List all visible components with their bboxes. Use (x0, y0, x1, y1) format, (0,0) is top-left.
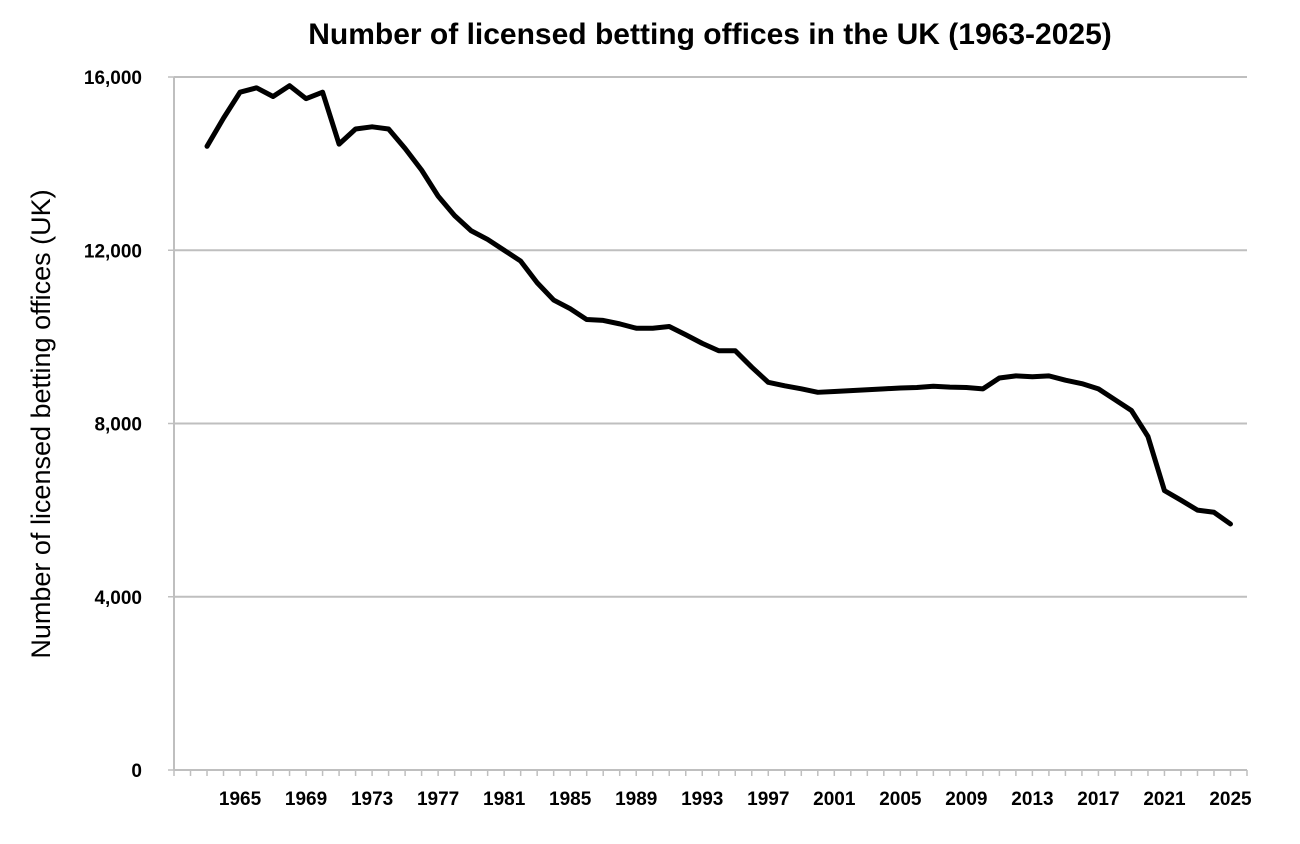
y-tick-label: 8,000 (94, 415, 142, 436)
x-tick-label: 1981 (483, 789, 526, 810)
series (204, 83, 1233, 527)
x-tick-label: 1969 (285, 789, 327, 810)
y-tick-labels: 0 4,000 8,000 12,000 16,000 (84, 68, 142, 782)
x-tick-label: 1997 (747, 789, 789, 810)
x-tick-label: 1965 (219, 789, 262, 810)
chart-title: Number of licensed betting offices in th… (308, 18, 1112, 51)
x-tick-label: 2005 (879, 789, 922, 810)
y-tick-label: 16,000 (84, 68, 142, 89)
gridlines (174, 76, 1247, 598)
x-tick-label: 2013 (1011, 789, 1053, 810)
x-tick-label: 1985 (549, 789, 592, 810)
axes (168, 76, 1248, 776)
y-tick-label: 12,000 (84, 241, 142, 262)
x-tick-label: 1989 (615, 789, 657, 810)
y-axis-label: Number of licensed betting offices (UK) (26, 189, 56, 658)
x-tick-labels: 1965 1969 1973 1977 1981 1985 1989 1993 1997 2001… (219, 789, 1252, 810)
x-tick-label: 2021 (1143, 789, 1186, 810)
series-line (204, 83, 1233, 527)
y-tick-label: 4,000 (94, 588, 142, 609)
x-tick-label: 1993 (681, 789, 723, 810)
x-tick-label: 2025 (1209, 789, 1252, 810)
x-tick-label: 1977 (417, 789, 459, 810)
x-tick-label: 2001 (813, 789, 856, 810)
y-tick-label: 0 (131, 761, 142, 782)
x-tick-label: 2017 (1077, 789, 1119, 810)
x-tick-label: 1973 (351, 789, 393, 810)
x-tick-label: 2009 (945, 789, 987, 810)
